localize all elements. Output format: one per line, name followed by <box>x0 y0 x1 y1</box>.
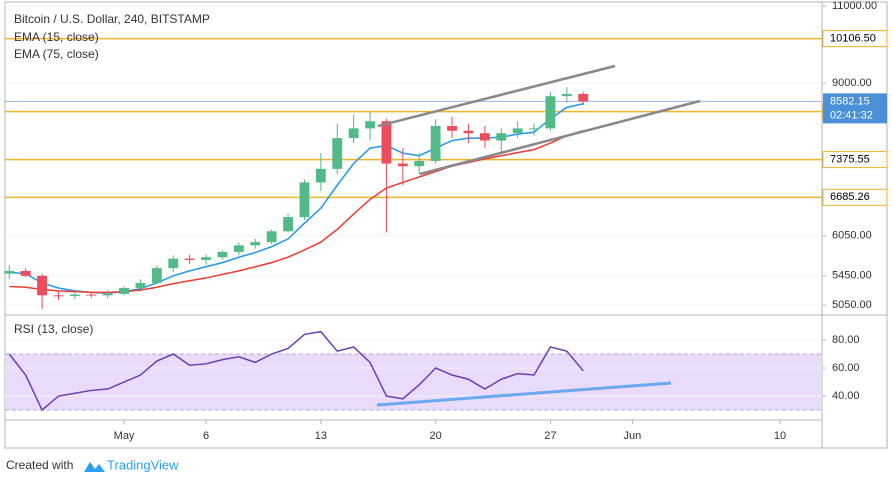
level-label-box <box>822 151 888 169</box>
series-line <box>9 130 584 294</box>
last-price-label: 8582.15 <box>830 95 870 107</box>
series-line <box>9 102 584 294</box>
candle-body <box>529 128 539 130</box>
candle-body <box>447 125 457 131</box>
candle-body <box>561 93 572 97</box>
candle-body <box>545 96 556 129</box>
chart-title: Bitcoin / U.S. Dollar, 240, BITSTAMP <box>14 12 210 26</box>
legend-entry: EMA (15, close) <box>14 30 99 44</box>
candle-body <box>53 295 64 297</box>
y-tick-label: 6050.00 <box>832 230 872 242</box>
level-label-box <box>822 188 888 206</box>
level-label: 6685.26 <box>830 191 870 203</box>
candle-body <box>414 160 425 167</box>
candle-body <box>283 217 293 232</box>
x-tick-label: 10 <box>774 430 786 442</box>
candle-body <box>201 257 211 260</box>
legend-entry: EMA (75, close) <box>14 47 99 61</box>
candle-body <box>37 275 47 296</box>
x-tick-label: 20 <box>430 430 442 442</box>
footer-text: Created with <box>6 458 73 472</box>
y-tick-label: 60.00 <box>832 362 860 374</box>
candle-body <box>299 182 310 218</box>
x-tick-label: May <box>114 430 135 442</box>
candle-body <box>168 258 179 269</box>
y-tick-label: 5450.00 <box>832 270 872 282</box>
candle-body <box>397 163 408 167</box>
brand-logo <box>84 462 105 472</box>
series-line <box>8 330 584 412</box>
candle-body <box>102 293 113 296</box>
candle-body <box>151 268 162 283</box>
x-tick-label: Jun <box>624 430 642 442</box>
frame <box>4 1 888 449</box>
candle-body <box>348 128 359 139</box>
rsi-trendline <box>376 381 672 407</box>
x-tick-label: 6 <box>203 430 209 442</box>
candle-body <box>332 138 343 169</box>
candle-body <box>512 128 523 134</box>
candle-body <box>365 121 375 129</box>
candle-body <box>233 245 244 252</box>
candle-body <box>250 242 261 246</box>
pane-title: RSI (13, close) <box>14 322 93 336</box>
candle-body <box>578 93 589 102</box>
candle-body <box>135 282 146 288</box>
candle-body <box>69 294 80 297</box>
candle-body <box>381 121 392 164</box>
level-label: 10106.50 <box>830 32 876 44</box>
candle-body <box>20 270 31 276</box>
candle-body <box>430 125 441 161</box>
y-tick-label: 5050.00 <box>832 299 872 311</box>
y-tick-label: 9000.00 <box>832 77 872 89</box>
candle-body <box>266 231 277 243</box>
last-price-box <box>823 93 887 124</box>
level-label: 7375.55 <box>830 153 870 165</box>
candle-body <box>315 168 326 183</box>
x-tick-label: 13 <box>315 430 327 442</box>
channel-lower <box>419 99 701 176</box>
candle-body <box>119 287 129 294</box>
y-tick-label: 11000.00 <box>832 0 877 12</box>
candle-body <box>217 251 228 258</box>
y-tick-label: 80.00 <box>832 334 860 346</box>
candle-body <box>463 130 474 134</box>
rsi-band <box>5 354 822 411</box>
candle-body <box>496 133 507 141</box>
candle-body <box>184 258 195 260</box>
candle-body <box>479 133 490 141</box>
channel-upper <box>377 64 616 128</box>
footer-brand: TradingView <box>107 457 179 472</box>
candle-body <box>86 294 97 296</box>
candle-body <box>4 270 15 274</box>
x-tick-label: 27 <box>544 430 556 442</box>
countdown-label: 02:41:32 <box>830 109 873 121</box>
level-label-box <box>822 30 888 48</box>
y-tick-label: 40.00 <box>832 390 860 402</box>
